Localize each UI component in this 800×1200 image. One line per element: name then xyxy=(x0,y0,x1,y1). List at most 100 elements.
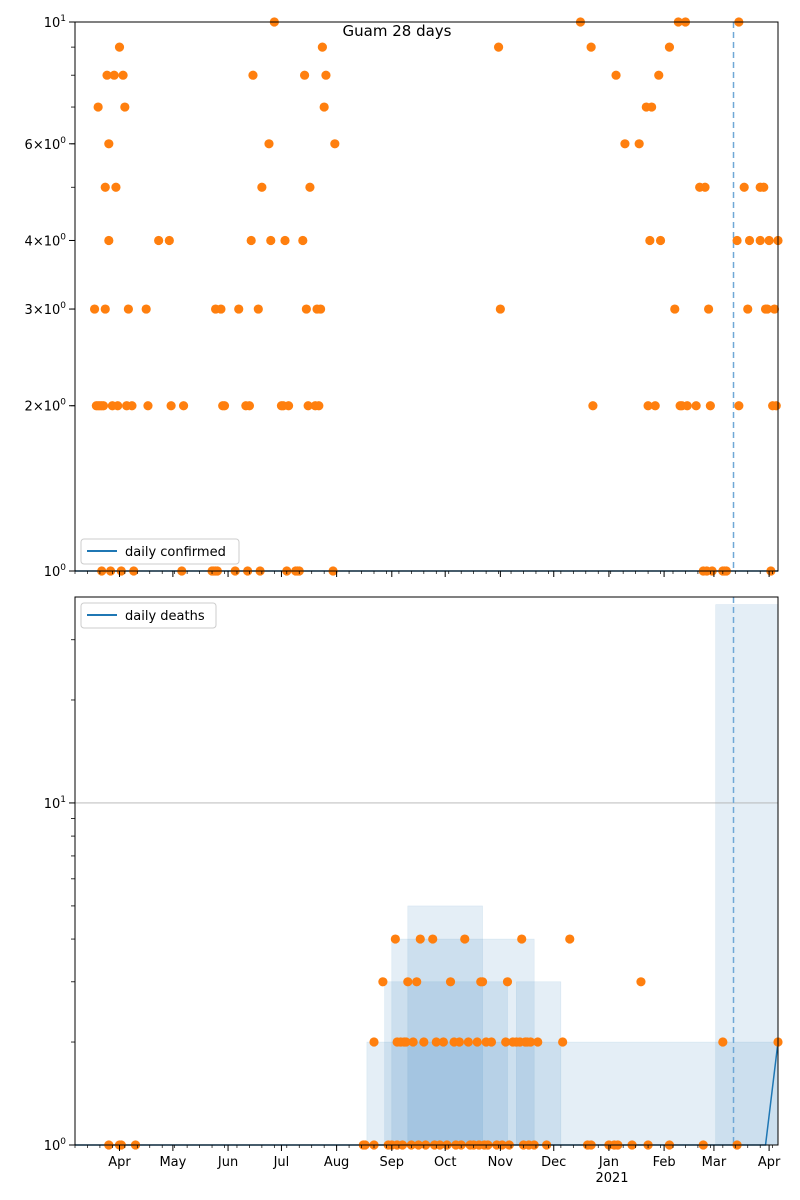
xtick-label: Jun xyxy=(217,1155,238,1170)
confirmed-legend: daily confirmed xyxy=(80,538,240,565)
confirmed-point xyxy=(257,182,267,192)
confirmed-point xyxy=(321,70,331,80)
confirmed-point xyxy=(280,235,290,246)
confirmed-point xyxy=(650,401,660,411)
deaths-point xyxy=(558,1037,568,1047)
deaths-point xyxy=(636,977,646,987)
confirmed-point xyxy=(634,139,644,149)
confidence-band xyxy=(366,1041,779,1146)
confirmed-point xyxy=(691,401,701,411)
confirmed-point xyxy=(120,102,130,112)
deaths-point xyxy=(369,1037,379,1047)
confirmed-point xyxy=(89,304,100,314)
confirmed-point xyxy=(244,401,255,411)
confirmed-point xyxy=(703,304,714,314)
xtick-label: Oct xyxy=(434,1155,456,1170)
confirmed-point xyxy=(700,182,710,192)
confirmed-point xyxy=(495,304,505,314)
confirmed-point xyxy=(303,401,313,411)
confirmed-legend-box xyxy=(80,538,240,565)
xtick-label: Jan xyxy=(598,1155,619,1170)
confirmed-point xyxy=(645,235,655,246)
deaths-point xyxy=(517,934,527,944)
confirmed-point xyxy=(317,42,327,52)
confirmed-point xyxy=(114,42,125,52)
confirmed-point xyxy=(314,401,324,411)
confirmed-point xyxy=(127,401,137,411)
confirmed-point xyxy=(319,102,329,112)
confirmed-point xyxy=(620,139,630,149)
confirmed-point xyxy=(143,401,153,411)
confirmed-point xyxy=(769,304,780,314)
confirmed-point xyxy=(98,401,109,411)
deaths-point xyxy=(472,1037,482,1047)
confirmed-point xyxy=(705,401,715,411)
deaths-legend: daily deaths xyxy=(80,602,217,629)
xtick-label: Jul xyxy=(273,1155,290,1170)
deaths-point xyxy=(454,1037,465,1047)
confidence-band xyxy=(407,905,483,1146)
deaths-point xyxy=(403,977,413,987)
confirmed-point xyxy=(111,182,121,192)
deaths-point xyxy=(378,977,388,987)
deaths-point xyxy=(486,1037,497,1047)
confirmed-point xyxy=(298,235,308,246)
deaths-point xyxy=(463,1037,473,1047)
chart-title: Guam 28 days xyxy=(343,22,452,40)
deaths-point xyxy=(502,977,513,987)
confirmed-ytick-label: 6×100 xyxy=(25,136,67,153)
confirmed-legend-label: daily confirmed xyxy=(125,545,226,560)
confirmed-point xyxy=(682,401,692,411)
confirmed-point xyxy=(734,401,744,411)
confirmed-point xyxy=(248,70,258,80)
year-label: 2021 xyxy=(595,1171,628,1186)
confirmed-point xyxy=(771,401,781,411)
confirmed-ytick-label: 3×100 xyxy=(25,301,67,318)
confirmed-point xyxy=(744,235,755,246)
confirmed-point xyxy=(216,304,226,314)
deaths-point xyxy=(477,977,488,987)
confirmed-point xyxy=(104,235,114,246)
confirmed-point xyxy=(759,182,769,192)
confirmed-point xyxy=(123,304,133,314)
deaths-point xyxy=(445,977,456,987)
confirmed-point xyxy=(100,182,110,192)
xtick-label: Feb xyxy=(653,1155,676,1170)
xtick-label: Apr xyxy=(758,1155,781,1170)
deaths-point xyxy=(412,977,422,987)
confirmed-point xyxy=(109,70,119,80)
confirmed-point xyxy=(654,70,664,80)
confirmed-point xyxy=(493,42,504,52)
confirmed-point xyxy=(762,304,772,314)
confirmed-point xyxy=(743,304,753,314)
confirmed-point xyxy=(266,235,276,246)
confirmed-point xyxy=(301,304,311,314)
confidence-band xyxy=(715,604,779,1146)
deaths-point xyxy=(501,1037,511,1047)
deaths-legend-label: daily deaths xyxy=(125,609,205,624)
confirmed-point xyxy=(253,304,263,314)
confirmed-point xyxy=(164,235,174,246)
confirmed-point xyxy=(655,235,666,246)
confirmed-point xyxy=(166,401,176,411)
confirmed-ytick-label: 4×100 xyxy=(25,232,67,249)
confirmed-point xyxy=(113,401,123,411)
deaths-point xyxy=(565,934,575,944)
confirmed-point xyxy=(93,102,103,112)
confirmed-point xyxy=(732,235,742,246)
confirmed-point xyxy=(588,401,598,411)
confirmed-point xyxy=(102,70,112,80)
confidence-band xyxy=(516,981,562,1146)
confirmed-point xyxy=(647,102,657,112)
deaths-point xyxy=(415,934,425,944)
confirmed-point xyxy=(316,304,326,314)
confirmed-point xyxy=(664,42,675,52)
xtick-label: Apr xyxy=(108,1155,131,1170)
deaths-point xyxy=(401,1037,411,1047)
confirmed-point xyxy=(611,70,621,80)
confirmed-point xyxy=(283,401,294,411)
deaths-point xyxy=(526,1037,536,1047)
deaths-point xyxy=(533,1037,543,1047)
confirmed-point xyxy=(234,304,244,314)
